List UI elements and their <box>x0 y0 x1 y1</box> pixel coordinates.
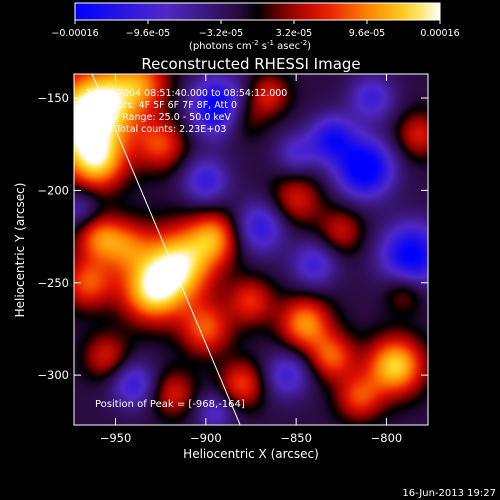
colorbar-strip <box>74 2 441 21</box>
x-tick-label: −800 <box>371 431 403 445</box>
y-tick-label: −150 <box>37 91 69 105</box>
x-axis-ticks: −950 −900 −850 −800 <box>100 74 403 445</box>
info-line-detectors: Detectors: 4F 5F 6F 7F 8F, Att 0 <box>86 100 237 111</box>
y-tick-label: −200 <box>37 183 69 197</box>
colorbar-tick-label: −3.2e-05 <box>199 28 243 39</box>
y-tick-label: −250 <box>37 276 69 290</box>
y-axis-label: Heliocentric Y (arcsec) <box>13 183 27 318</box>
info-line-energy: Energy Range: 25.0 - 50.0 keV <box>86 112 231 123</box>
info-line-time: 18-Jul-2004 08:51:40.000 to 08:54:12.000 <box>86 88 287 99</box>
x-tick-label: −950 <box>100 431 132 445</box>
x-tick-label: −850 <box>280 431 312 445</box>
x-axis-label: Heliocentric X (arcsec) <box>183 447 319 461</box>
chart-title: Reconstructed RHESSI Image <box>141 55 360 73</box>
colorbar-tick-label: 3.2e-05 <box>276 28 312 39</box>
y-axis-ticks: −150 −200 −250 −300 <box>37 91 428 382</box>
solar-limb-line <box>91 74 241 425</box>
observation-info: 18-Jul-2004 08:51:40.000 to 08:54:12.000… <box>86 88 287 135</box>
plot-frame <box>73 73 429 426</box>
colorbar-tick-label: 0.00016 <box>420 28 459 39</box>
heatmap-image <box>74 74 428 425</box>
timestamp: 16-Jun-2013 19:27 <box>402 488 496 499</box>
peak-position-label: Position of Peak = [-968,-164] <box>95 399 245 410</box>
info-line-clean: Clean Total counts: 2.23E+03 <box>86 124 226 135</box>
colorbar-tick-label: 9.6e-05 <box>349 28 385 39</box>
colorbar-ticks: −0.00016 −9.6e-05 −3.2e-05 3.2e-05 9.6e-05 0.… <box>51 20 460 39</box>
colorbar-tick-label: −0.00016 <box>51 28 98 39</box>
colorbar-unit-label: (photons cm-2 s-1 asec-2) <box>189 39 311 52</box>
colorbar-tick-label: −9.6e-05 <box>126 28 170 39</box>
colorbar: −0.00016 −9.6e-05 −3.2e-05 3.2e-05 9.6e-05 0.… <box>51 2 460 52</box>
x-tick-label: −900 <box>190 431 222 445</box>
y-tick-label: −300 <box>37 368 69 382</box>
